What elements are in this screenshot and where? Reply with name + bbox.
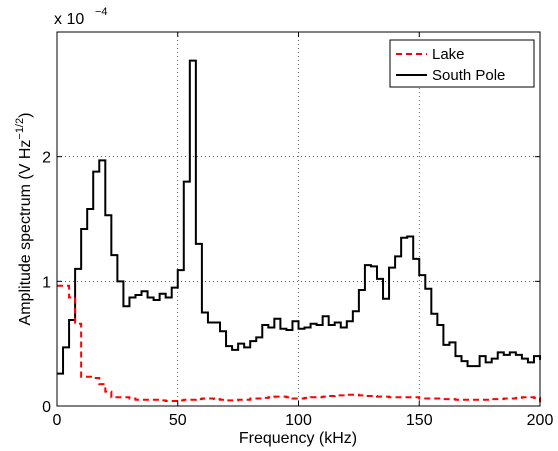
grid-lines [57, 32, 540, 406]
y-multiplier-base: x 10 [54, 11, 84, 28]
y-tick-label: 0 [42, 399, 51, 416]
axis-ticks: 0 50 100 150 200 0 1 2 [42, 32, 553, 429]
y-tick-label: 2 [42, 150, 51, 167]
y-axis-label-superscript: −1/2 [14, 118, 26, 140]
x-tick-label: 0 [53, 412, 62, 429]
legend-label-south-pole: South Pole [432, 67, 505, 84]
x-tick-label: 100 [285, 412, 312, 429]
legend-label-lake: Lake [432, 46, 465, 63]
y-axis-label-close: ) [17, 113, 34, 118]
y-axis-label-main: Amplitude spectrum (V Hz [17, 140, 34, 326]
series-line-south-pole [57, 59, 541, 375]
x-tick-label: 200 [527, 412, 554, 429]
y-axis-label: Amplitude spectrum (V Hz−1/2) [14, 113, 34, 326]
y-tick-label: 1 [42, 274, 51, 291]
series-line-lake [57, 284, 541, 403]
series-layer [57, 59, 541, 403]
x-tick-label: 50 [169, 412, 187, 429]
x-axis-label: Frequency (kHz) [239, 430, 357, 447]
y-multiplier-exponent: −4 [95, 6, 108, 18]
x-tick-label: 150 [406, 412, 433, 429]
legend: Lake South Pole [389, 39, 535, 88]
legend-box [389, 39, 535, 88]
plot-area [57, 32, 540, 406]
